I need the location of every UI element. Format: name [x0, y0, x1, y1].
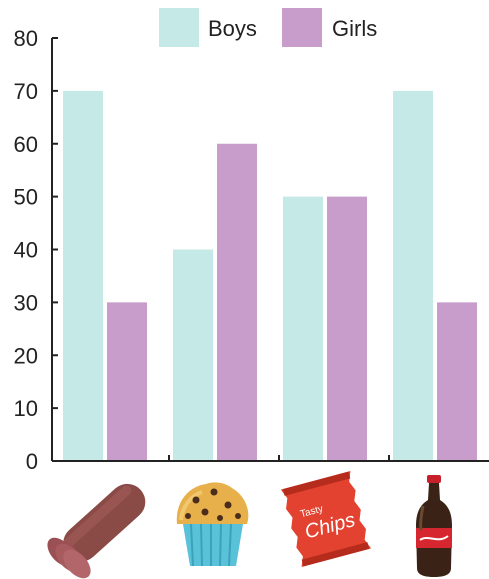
y-tick-label-0: 0 [26, 449, 38, 474]
legend-label-girls: Girls [332, 16, 377, 41]
y-tick-label-50: 50 [14, 185, 38, 210]
muffin-icon [176, 482, 249, 567]
chips-bag-icon: Tasty Chips [280, 471, 372, 567]
legend-swatch-boys [159, 8, 199, 47]
cola-bottle-icon [416, 475, 452, 577]
axis-layer: 0 10 20 30 40 50 60 70 80 [14, 26, 489, 474]
bars-layer [63, 90, 477, 461]
y-tick-label-60: 60 [14, 132, 38, 157]
bar-boys-1 [63, 90, 103, 461]
bar-boys-2 [173, 249, 213, 461]
legend: Boys Girls [159, 8, 377, 47]
y-tick-label-20: 20 [14, 343, 38, 368]
y-tick-label-80: 80 [14, 26, 38, 51]
y-tick-label-10: 10 [14, 396, 38, 421]
bar-girls-3 [327, 196, 367, 461]
bar-girls-2 [217, 143, 257, 461]
y-tick-label-30: 30 [14, 290, 38, 315]
y-tick-label-70: 70 [14, 79, 38, 104]
bar-boys-3 [283, 196, 323, 461]
legend-swatch-girls [282, 8, 322, 47]
y-tick-label-40: 40 [14, 238, 38, 263]
bar-girls-4 [437, 302, 477, 461]
salami-icon [47, 483, 146, 579]
bar-girls-1 [107, 302, 147, 461]
bar-boys-4 [393, 90, 433, 461]
legend-label-boys: Boys [208, 16, 257, 41]
